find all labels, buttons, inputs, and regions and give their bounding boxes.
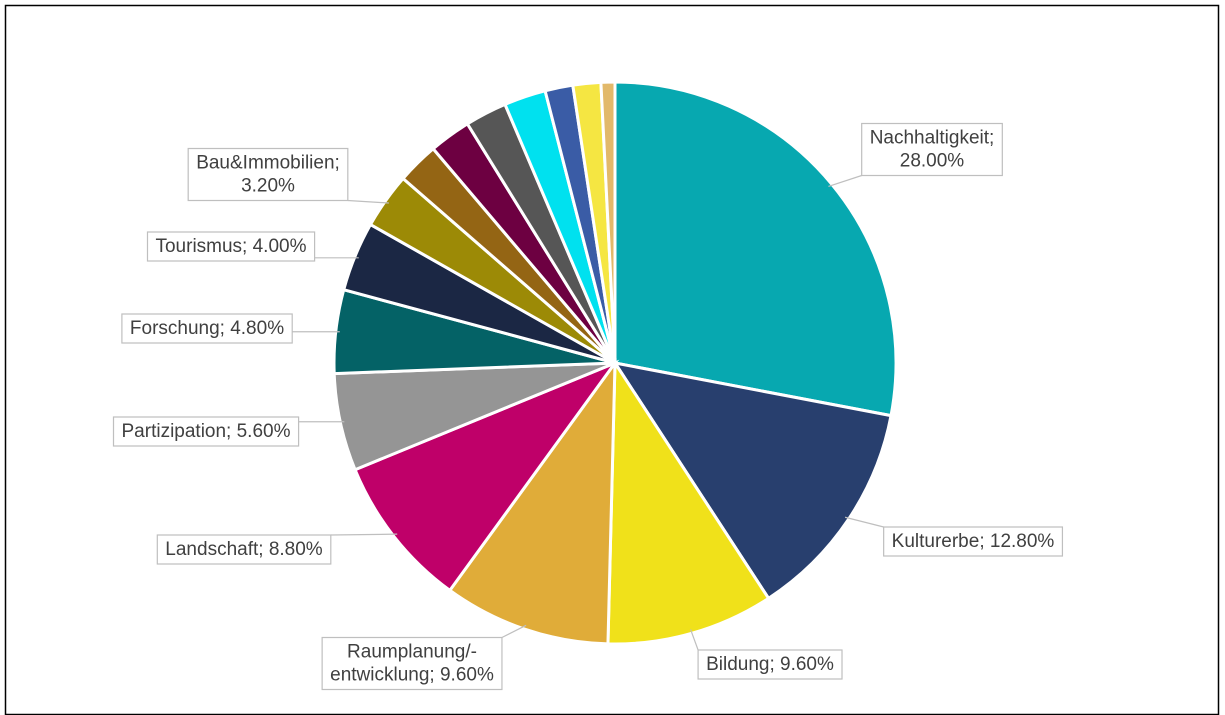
label-box	[321, 636, 503, 691]
leader-line	[828, 174, 862, 188]
label-line: entwicklung; 9.60%	[330, 665, 494, 686]
label-text: Nachhaltigkeit; 28.00%	[870, 128, 995, 172]
leader-line	[347, 199, 389, 204]
pie-slice	[447, 358, 617, 646]
data-label: Nachhaltigkeit; 28.00%	[861, 122, 1003, 177]
label-line: Nachhaltigkeit;	[870, 128, 995, 149]
label-text: Partizipation; 5.60%	[122, 421, 291, 442]
leader-line	[690, 629, 699, 651]
label-box	[112, 416, 300, 447]
leader-line	[844, 516, 884, 528]
label-text: Forschung; 4.80%	[130, 318, 284, 339]
pie-slice	[613, 80, 898, 418]
label-text: Bau&Immobilien; 3.20%	[196, 153, 340, 197]
label-box	[883, 526, 1064, 557]
data-label: Bau&Immobilien; 3.20%	[187, 147, 349, 202]
label-line: Bau&Immobilien;	[196, 153, 340, 174]
pie-slice	[353, 359, 620, 593]
label-line: 28.00%	[900, 151, 965, 172]
data-label: Bildung; 9.60%	[697, 649, 843, 680]
data-label: Partizipation; 5.60%	[112, 416, 300, 447]
label-line: Bildung; 9.60%	[706, 654, 834, 675]
label-text: Kulturerbe; 12.80%	[892, 531, 1055, 552]
data-label: Raumplanung/-entwicklung; 9.60%	[321, 636, 503, 691]
label-text: Raumplanung/-entwicklung; 9.60%	[330, 642, 494, 686]
label-box	[121, 313, 293, 344]
label-line: Raumplanung/-	[347, 642, 477, 663]
label-text: Bildung; 9.60%	[706, 654, 834, 675]
label-box	[187, 147, 349, 202]
label-box	[697, 649, 843, 680]
label-text: Tourismus; 4.00%	[155, 236, 306, 257]
label-line: Partizipation; 5.60%	[122, 421, 291, 442]
label-line: Tourismus; 4.00%	[155, 236, 306, 257]
pie-slice	[611, 360, 893, 601]
label-line: Forschung; 4.80%	[130, 318, 284, 339]
leader-line	[330, 533, 398, 536]
data-label: Landschaft; 8.80%	[156, 534, 332, 565]
data-label: Tourismus; 4.00%	[146, 231, 316, 262]
data-label: Kulturerbe; 12.80%	[883, 526, 1064, 557]
pie-slice	[599, 80, 617, 364]
label-line: Landschaft; 8.80%	[165, 539, 322, 560]
label-line: Kulturerbe; 12.80%	[892, 531, 1055, 552]
leader-line	[501, 624, 527, 639]
label-box	[156, 534, 332, 565]
label-text: Landschaft; 8.80%	[165, 539, 322, 560]
label-line: 3.20%	[241, 176, 295, 197]
label-box	[861, 122, 1003, 177]
label-box	[146, 231, 316, 262]
data-label: Forschung; 4.80%	[121, 313, 293, 344]
